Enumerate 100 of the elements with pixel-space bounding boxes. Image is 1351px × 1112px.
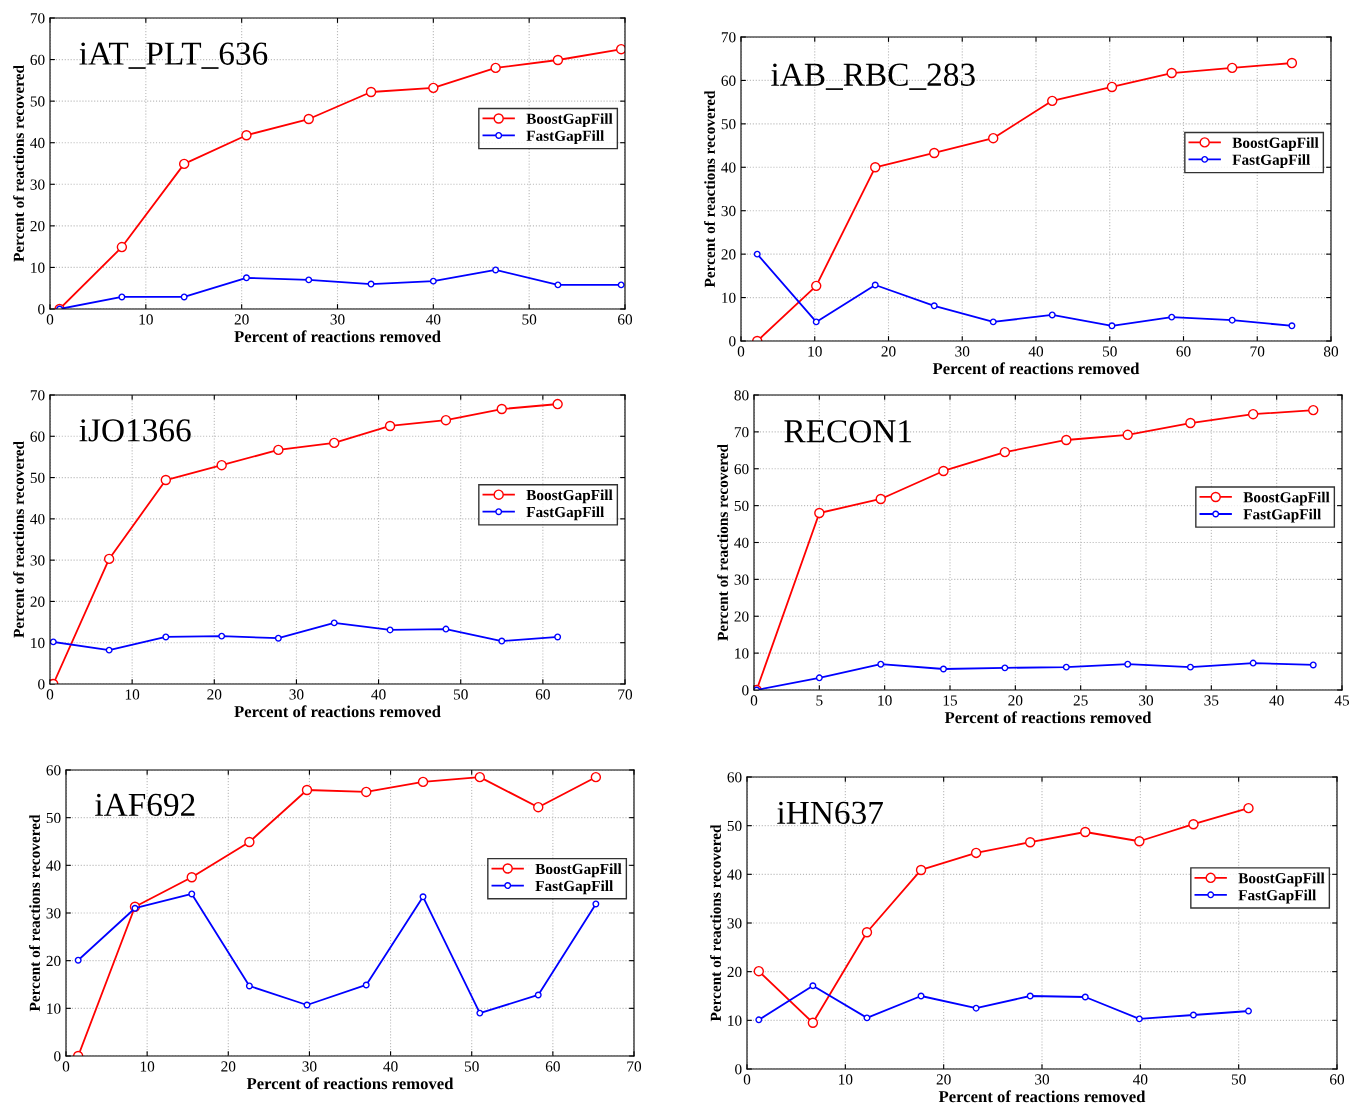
x-tick-label: 30: [289, 689, 304, 700]
y-tick-label: 50: [30, 472, 45, 484]
y-tick-label: 0: [38, 679, 45, 690]
x-tick-label: 60: [1176, 346, 1191, 357]
x-tick-label: 10: [878, 695, 892, 706]
x-tick-label: 10: [140, 1061, 155, 1072]
y-tick-label: 30: [721, 205, 736, 217]
y-tick-label: 40: [30, 137, 45, 149]
y-tick-label: 10: [735, 648, 749, 659]
x-tick-label: 45: [1334, 695, 1350, 706]
x-tick-label: 40: [425, 314, 441, 325]
x-tick-label: 40: [1028, 346, 1044, 357]
x-tick-label: 50: [453, 689, 468, 700]
x-tick-label: 20: [1008, 695, 1023, 706]
y-tick-label: 70: [721, 32, 736, 43]
y-tick-label: 0: [729, 336, 736, 347]
text: iHN637: [777, 801, 883, 825]
x-tick-label: 20: [207, 689, 222, 700]
y-tick-label: 50: [30, 96, 45, 107]
x-axis-title: Percent of reactions removed: [234, 705, 441, 718]
y-tick-label: 70: [30, 390, 45, 401]
y-axis-title: Percent of reactions recovered: [29, 814, 40, 1012]
y-tick-label: 40: [727, 869, 742, 880]
y-axis-title: Percent of reactions recovered: [710, 824, 721, 1022]
y-tick-label: 40: [734, 537, 749, 548]
legend-label: FastGapFill: [1238, 889, 1317, 904]
x-tick-label: 0: [62, 1061, 70, 1072]
y-tick-label: 0: [54, 1051, 61, 1062]
legend-label: FastGapFill: [1243, 508, 1322, 523]
x-axis-title: Percent of reactions removed: [234, 330, 441, 343]
y-tick-label: 50: [721, 119, 736, 130]
x-tick-label: 60: [545, 1061, 560, 1072]
y-tick-label: 20: [46, 955, 61, 967]
x-tick-label: 30: [330, 314, 345, 325]
legend-label: BoostGapFill: [1232, 137, 1319, 151]
y-tick-label: 40: [30, 514, 45, 525]
x-tick-label: 10: [839, 1074, 853, 1085]
y-tick-label: 10: [31, 637, 45, 649]
x-tick-label: 30: [955, 346, 970, 357]
x-tick-label: 50: [464, 1061, 479, 1072]
legend-label: BoostGapFill: [1243, 491, 1330, 506]
x-tick-label: 50: [522, 314, 537, 325]
x-tick-label: 35: [1204, 695, 1219, 706]
x-tick-label: 10: [139, 314, 153, 325]
y-tick-label: 20: [30, 596, 45, 607]
x-tick-label: 10: [125, 689, 140, 700]
y-tick-label: 60: [721, 75, 736, 86]
y-tick-label: 70: [30, 13, 45, 24]
x-tick-label: 5: [816, 695, 823, 706]
y-axis-title: Percent of reactions recovered: [13, 65, 24, 262]
x-tick-label: 20: [881, 346, 896, 357]
x-tick-label: 40: [1269, 695, 1284, 706]
x-tick-label: 50: [1103, 346, 1117, 357]
y-tick-label: 50: [46, 812, 61, 824]
text: iJO1366: [79, 419, 191, 442]
y-axis-title: Percent of reactions recovered: [717, 444, 728, 641]
x-tick-label: 20: [221, 1061, 236, 1072]
y-tick-label: 40: [721, 162, 736, 173]
y-tick-label: 60: [727, 772, 742, 783]
x-tick-label: 10: [808, 346, 822, 357]
y-tick-label: 30: [727, 918, 742, 929]
x-tick-label: 25: [1073, 695, 1088, 706]
y-tick-label: 30: [30, 179, 45, 190]
x-axis-title: Percent of reactions removed: [944, 711, 1152, 724]
text: iAB_RBC_283: [771, 63, 975, 90]
text: iAF692: [95, 793, 195, 817]
x-axis-title: Percent of reactions removed: [932, 362, 1140, 375]
y-tick-label: 60: [30, 431, 45, 442]
x-tick-label: 70: [627, 1061, 642, 1072]
text: iAT_PLT_636: [79, 42, 268, 69]
y-tick-label: 20: [734, 611, 749, 622]
x-tick-label: 40: [371, 689, 386, 700]
x-tick-label: 15: [943, 695, 958, 706]
y-tick-label: 30: [30, 555, 45, 566]
y-tick-label: 10: [722, 292, 736, 304]
x-tick-label: 30: [302, 1061, 317, 1072]
y-axis-title: Percent of reactions recovered: [13, 441, 24, 638]
x-tick-label: 70: [1250, 346, 1265, 357]
x-tick-label: 70: [618, 689, 633, 700]
legend-label: BoostGapFill: [1238, 872, 1325, 887]
y-tick-label: 40: [46, 860, 61, 871]
legend-label: FastGapFill: [526, 130, 605, 145]
y-tick-label: 10: [31, 262, 45, 273]
x-tick-label: 60: [535, 689, 550, 700]
x-tick-label: 60: [618, 314, 633, 325]
y-tick-label: 50: [734, 500, 749, 512]
x-tick-label: 40: [1132, 1074, 1148, 1085]
y-tick-label: 80: [734, 390, 749, 401]
x-tick-label: 20: [234, 314, 249, 325]
y-tick-label: 10: [728, 1015, 742, 1026]
y-tick-label: 50: [727, 820, 742, 832]
y-tick-label: 60: [46, 765, 61, 776]
x-tick-label: 60: [1330, 1074, 1345, 1085]
text: RECON1: [784, 420, 912, 443]
x-tick-label: 50: [1231, 1074, 1246, 1085]
y-tick-label: 20: [727, 966, 742, 978]
x-tick-label: 20: [936, 1074, 951, 1085]
y-tick-label: 20: [721, 249, 736, 260]
y-tick-label: 10: [47, 1003, 61, 1014]
y-tick-label: 70: [734, 427, 749, 438]
